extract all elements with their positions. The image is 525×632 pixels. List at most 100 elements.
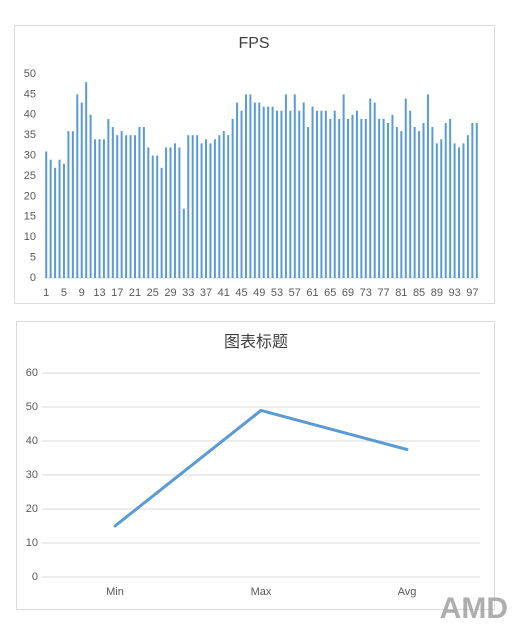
bar <box>102 139 105 278</box>
bar <box>311 106 314 278</box>
bar <box>280 110 283 278</box>
y-tick-label: 30 <box>26 469 38 481</box>
bar <box>76 94 79 279</box>
bar <box>391 114 394 278</box>
bar <box>173 143 176 278</box>
bar <box>191 135 194 278</box>
bar <box>284 94 287 279</box>
bar <box>80 102 83 278</box>
bar <box>378 118 381 278</box>
bar <box>249 94 252 279</box>
bar <box>431 127 434 278</box>
bar <box>466 135 469 278</box>
bar <box>369 98 372 278</box>
bar <box>85 82 88 278</box>
y-tick-label: 45 <box>24 88 36 100</box>
bar <box>49 159 52 278</box>
bar <box>236 102 239 278</box>
bar <box>151 155 154 278</box>
bar <box>178 147 181 278</box>
bar <box>200 143 203 278</box>
y-tick-label: 20 <box>24 190 36 202</box>
bar <box>156 155 159 278</box>
bar <box>475 122 478 279</box>
y-tick-label: 0 <box>30 272 36 284</box>
x-tick-label: 17 <box>111 287 123 299</box>
x-tick-label: 1 <box>43 287 49 299</box>
bar <box>267 106 270 278</box>
x-tick-label: 89 <box>431 287 443 299</box>
x-tick-label: 53 <box>271 287 283 299</box>
bar <box>67 131 70 278</box>
bar <box>165 147 168 278</box>
x-tick-label: 97 <box>466 287 478 299</box>
bar <box>435 143 438 278</box>
x-tick-label: 21 <box>129 287 141 299</box>
x-tick-label: 69 <box>342 287 354 299</box>
bar <box>142 127 145 278</box>
x-tick-label: 13 <box>93 287 105 299</box>
bar <box>364 118 367 278</box>
bar <box>71 131 74 278</box>
bar <box>213 139 216 278</box>
bar <box>182 208 185 278</box>
bar <box>45 151 48 278</box>
bar <box>262 106 265 278</box>
bar <box>342 94 345 279</box>
bar <box>298 110 301 278</box>
x-tick-label: 85 <box>413 287 425 299</box>
bar <box>387 122 390 279</box>
x-tick-label: 73 <box>360 287 372 299</box>
bar <box>453 143 456 278</box>
bar <box>458 147 461 278</box>
bar <box>94 139 97 278</box>
bar <box>440 139 443 278</box>
bar <box>218 135 221 278</box>
bar <box>351 114 354 278</box>
bar <box>54 167 57 278</box>
x-tick-label: 9 <box>79 287 85 299</box>
bar <box>209 143 212 278</box>
y-tick-label: 30 <box>24 150 36 162</box>
x-tick-label: 77 <box>377 287 389 299</box>
bar <box>373 102 376 278</box>
bar <box>360 118 363 278</box>
bar <box>111 127 114 278</box>
x-tick-label: 37 <box>200 287 212 299</box>
chart-title: 图表标题 <box>224 333 288 351</box>
x-tick-label: 61 <box>306 287 318 299</box>
bar <box>271 106 274 278</box>
y-tick-label: 10 <box>26 537 38 549</box>
x-tick-label: Max <box>251 586 272 598</box>
bar <box>169 147 172 278</box>
y-tick-label: 5 <box>30 252 36 264</box>
bar <box>324 110 327 278</box>
x-tick-label: 81 <box>395 287 407 299</box>
bar <box>418 131 421 278</box>
bar <box>302 102 305 278</box>
x-tick-label: 25 <box>147 287 159 299</box>
x-tick-label: 29 <box>164 287 176 299</box>
line-series <box>113 408 409 528</box>
bar <box>222 131 225 278</box>
x-tick-label: Min <box>106 586 124 598</box>
bar <box>347 118 350 278</box>
x-tick-label: 57 <box>289 287 301 299</box>
bar <box>98 139 101 278</box>
y-tick-label: 60 <box>26 367 38 379</box>
y-tick-label: 0 <box>32 571 38 583</box>
bar <box>400 131 403 278</box>
bar <box>355 110 358 278</box>
bar <box>205 139 208 278</box>
bar <box>293 94 296 279</box>
y-tick-label: 50 <box>24 68 36 80</box>
bar <box>289 110 292 278</box>
x-tick-label: 49 <box>253 287 265 299</box>
bar <box>89 114 92 278</box>
bar <box>231 118 234 278</box>
bar <box>116 135 119 278</box>
y-tick-label: 35 <box>24 129 36 141</box>
bar <box>426 94 429 279</box>
bar <box>129 135 132 278</box>
